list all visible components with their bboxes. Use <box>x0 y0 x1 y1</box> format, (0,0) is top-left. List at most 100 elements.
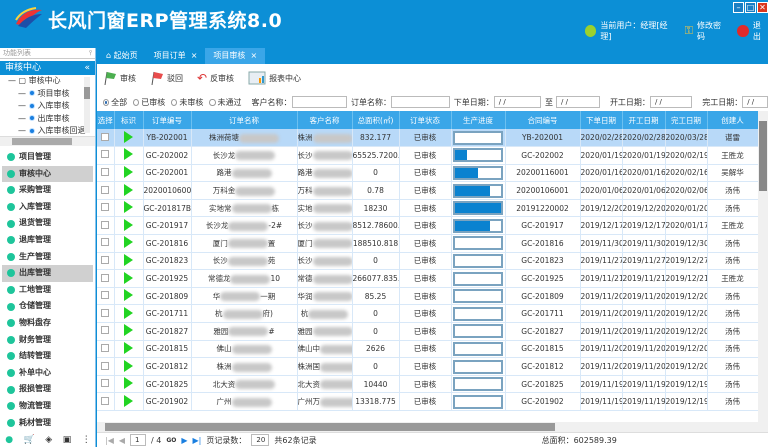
row-checkbox[interactable] <box>97 164 115 183</box>
sidebar-item[interactable]: 项目管理 <box>2 149 93 166</box>
column-header[interactable]: 合同编号 <box>505 111 581 129</box>
sidebar-item[interactable]: 出库管理 <box>2 265 93 282</box>
column-header[interactable]: 生产进度 <box>451 111 506 129</box>
row-checkbox[interactable] <box>97 252 115 271</box>
column-header[interactable]: 选择 <box>97 111 115 129</box>
table-row[interactable]: GC-201825北大资北大资天...10440已审核GC-2018252019… <box>97 375 758 394</box>
column-header[interactable]: 订单状态 <box>399 111 452 129</box>
unapprove-button[interactable]: ↶ 反审核 <box>197 71 235 85</box>
sidebar-item[interactable]: 结转管理 <box>2 348 93 365</box>
row-checkbox[interactable] <box>97 322 115 341</box>
page-input[interactable]: 1 <box>130 434 147 446</box>
table-row[interactable]: GC-201812株洲株洲国未来0已审核GC-2018122019/11/202… <box>97 357 758 376</box>
collapse-icon[interactable]: « <box>84 63 90 73</box>
row-checkbox[interactable] <box>97 304 115 324</box>
order-date-from[interactable]: / / <box>493 96 541 108</box>
globe-icon[interactable]: ◈ <box>45 435 53 445</box>
column-header[interactable]: 标识 <box>114 111 144 129</box>
radio-all[interactable] <box>103 98 110 106</box>
tree-item-inbound-review[interactable]: — 入库审核 <box>18 101 70 110</box>
first-page-icon[interactable]: |◀ <box>105 435 114 445</box>
report-center-button[interactable]: 报表中心 <box>248 71 301 85</box>
row-checkbox[interactable] <box>97 340 115 359</box>
next-page-icon[interactable]: ▶ <box>181 435 188 445</box>
table-row[interactable]: 20200106001万科金万科一期0.78已审核202001060012020… <box>97 181 758 200</box>
order-date-to[interactable]: / / <box>556 96 600 108</box>
close-icon[interactable]: × <box>190 51 198 60</box>
sidebar-item[interactable]: 生产管理 <box>2 249 93 266</box>
finish-date-input[interactable]: / / <box>742 96 768 108</box>
grid-vertical-scrollbar[interactable] <box>758 111 768 422</box>
close-icon[interactable]: × <box>250 51 258 60</box>
last-page-icon[interactable]: ▶| <box>192 435 202 445</box>
go-button[interactable]: GO <box>166 436 177 444</box>
column-header[interactable]: 客户名称 <box>297 111 353 129</box>
sidebar-item[interactable]: 财务管理 <box>2 332 93 349</box>
table-row[interactable]: GC-202002长沙龙长沙殿...65525.7200...已审核GC-202… <box>97 146 758 165</box>
row-checkbox[interactable] <box>97 357 115 376</box>
table-row[interactable]: GC-201925常德龙10常德府...266077.835...已审核GC-2… <box>97 269 758 288</box>
table-row[interactable]: GC-202001路港路港墙0已审核202001160012020/01/162… <box>97 164 758 183</box>
sidebar-item[interactable]: 采购管理 <box>2 182 93 199</box>
tree-item-inbound-rollback[interactable]: — 入库审核回退 <box>18 126 86 135</box>
row-checkbox[interactable] <box>97 181 115 200</box>
circle-icon[interactable]: ● <box>5 435 14 445</box>
column-header[interactable]: 创建人 <box>707 111 758 129</box>
page-size-input[interactable]: 20 <box>251 434 270 446</box>
table-row[interactable]: GC-201809华一期华润期85.25已审核GC-2018092019/11/… <box>97 287 758 306</box>
row-checkbox[interactable] <box>97 146 115 165</box>
row-checkbox[interactable] <box>97 129 115 148</box>
tree-horizontal-scrollbar[interactable] <box>0 137 95 146</box>
sidebar-item[interactable]: 物料盘存 <box>2 315 93 332</box>
customer-name-input[interactable] <box>291 96 347 108</box>
tab-home[interactable]: ⌂ 起始页 <box>106 51 138 60</box>
sidebar-item[interactable]: 退库管理 <box>2 232 93 249</box>
table-row[interactable]: GC-201827雅园#雅园2#0已审核GC-2018272019/11/202… <box>97 322 758 341</box>
column-header[interactable]: 总面积(㎡) <box>352 111 400 129</box>
table-row[interactable]: GC-201823长沙苑长沙之...0已审核GC-2018232019/11/2… <box>97 252 758 271</box>
row-checkbox[interactable] <box>97 199 115 218</box>
cart-icon[interactable]: 🛒 <box>23 435 35 445</box>
tree-root[interactable]: — ▢ 审核中心 <box>8 76 61 85</box>
table-row[interactable]: YB-202001 株洲荷塘 株洲 832.177 已审核 YB-202001 2020/0… <box>97 129 758 148</box>
row-checkbox[interactable] <box>97 375 115 394</box>
sidebar-item[interactable]: 退货管理 <box>2 215 93 232</box>
sidebar-item[interactable]: 入库管理 <box>2 199 93 216</box>
more-icon[interactable]: ⋮ <box>81 435 91 445</box>
table-row[interactable]: GC-201711 杭府) 杭 0 已审核 GC-201711 2019/11/20 2019… <box>97 304 758 324</box>
monitor-icon[interactable]: ▣ <box>62 435 72 445</box>
sidebar-item[interactable]: 报损管理 <box>2 381 93 398</box>
column-header[interactable]: 订单编号 <box>143 111 192 129</box>
sidebar-item[interactable]: 审核中心 <box>2 165 93 183</box>
row-checkbox[interactable] <box>97 234 115 253</box>
table-row[interactable]: GC-201917长沙龙-2#长沙天...8512.78600...已审核GC-… <box>97 216 758 236</box>
minimize-button[interactable]: – <box>733 2 744 13</box>
tab-project-review[interactable]: 项目审核 × <box>205 48 266 64</box>
logout-link[interactable]: 退出 <box>752 21 761 41</box>
radio-unapproved[interactable] <box>171 98 178 106</box>
radio-approved[interactable] <box>133 98 140 106</box>
maximize-button[interactable]: □ <box>745 2 756 13</box>
pin-icon[interactable]: ⫯ <box>88 49 92 57</box>
sidebar-item[interactable]: 耗材管理 <box>2 415 93 432</box>
sidebar-item[interactable]: 仓储管理 <box>2 298 93 315</box>
change-password-link[interactable]: 修改密码 <box>697 21 722 41</box>
table-row[interactable]: GC-201816厦门置厦门置188510.818已审核GC-201816201… <box>97 234 758 253</box>
tree-item-outbound-review[interactable]: — 出库审核 <box>18 113 70 123</box>
column-header[interactable]: 开工日期 <box>622 111 666 129</box>
approve-button[interactable]: 审核 <box>103 71 136 85</box>
row-checkbox[interactable] <box>97 216 115 236</box>
sidebar-item[interactable]: 物流管理 <box>2 398 93 415</box>
row-checkbox[interactable] <box>97 269 115 288</box>
sidebar-item[interactable]: 工地管理 <box>2 282 93 299</box>
reject-button[interactable]: 驳回 <box>150 71 183 85</box>
row-checkbox[interactable] <box>97 392 115 411</box>
column-header[interactable]: 订单名称 <box>191 111 298 129</box>
row-checkbox[interactable] <box>97 287 115 306</box>
prev-page-icon[interactable]: ◀ <box>118 435 126 445</box>
tree-scrollbar[interactable] <box>84 77 90 133</box>
radio-failed[interactable] <box>209 98 216 106</box>
column-header[interactable]: 下单日期 <box>580 111 623 129</box>
close-button[interactable]: ✕ <box>757 2 768 13</box>
table-row[interactable]: GC-201902广州广州万森林13318.775已审核GC-201902201… <box>97 392 758 411</box>
